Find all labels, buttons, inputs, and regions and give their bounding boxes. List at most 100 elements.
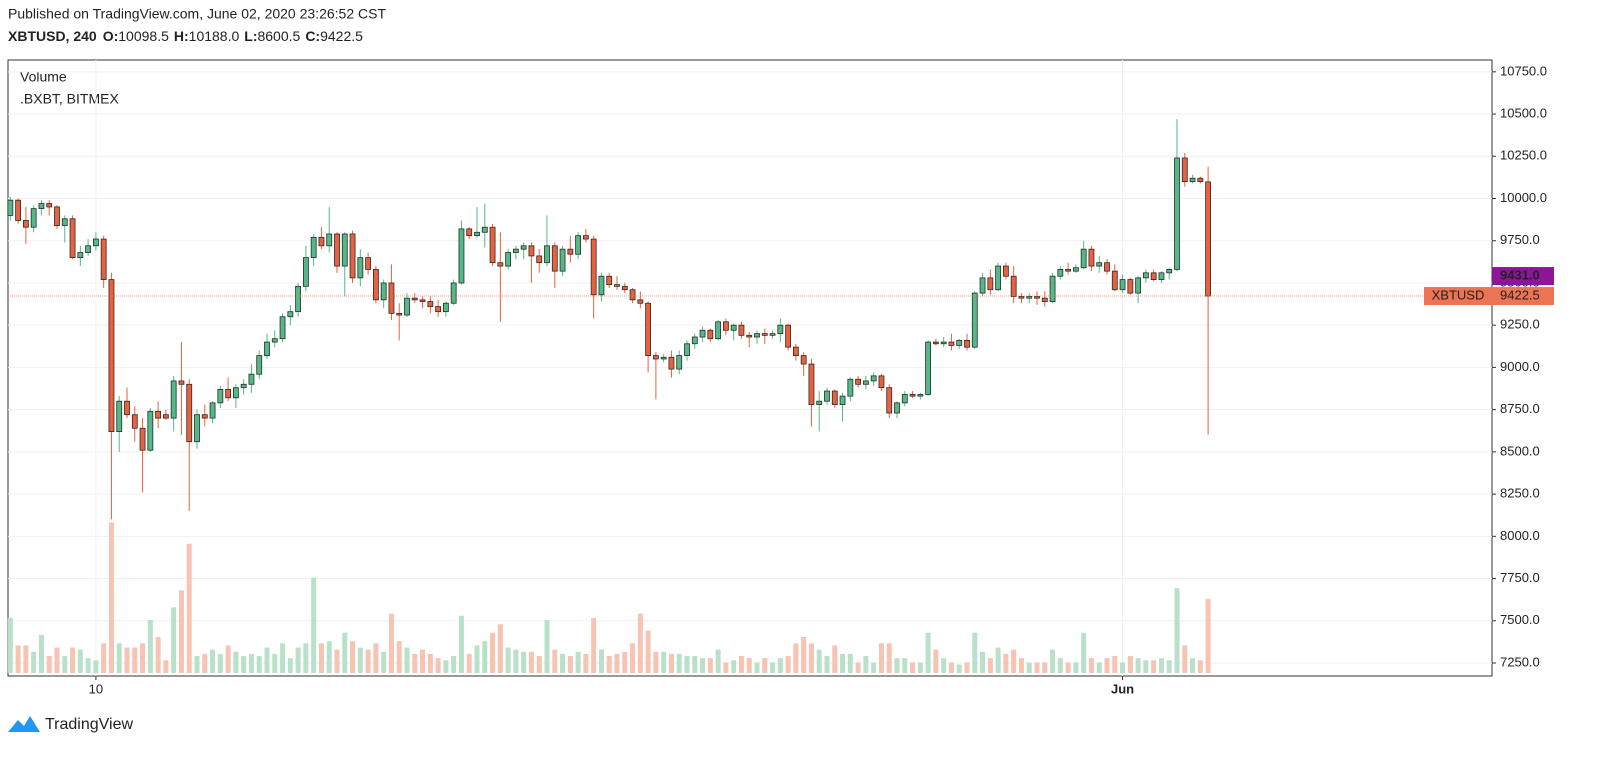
candle-body xyxy=(707,329,714,340)
volume-bar xyxy=(334,649,340,673)
volume-bar xyxy=(458,615,464,673)
candle-body xyxy=(925,341,932,395)
volume-bar xyxy=(832,645,838,673)
candle-body xyxy=(956,339,963,346)
candle-body xyxy=(808,363,815,405)
candle-body xyxy=(295,285,302,313)
price-tag-name: XBTUSD xyxy=(1432,287,1485,302)
volume-bar xyxy=(318,643,324,673)
candle-body xyxy=(404,297,410,316)
candle-body xyxy=(979,277,986,294)
volume-bar xyxy=(560,653,566,673)
volume-bar xyxy=(528,651,534,673)
candle-body xyxy=(1104,262,1110,272)
candle-body xyxy=(544,245,550,264)
volume-bar xyxy=(692,656,698,673)
volume-bar xyxy=(1158,658,1164,673)
volume-bar xyxy=(808,643,814,673)
candle-body xyxy=(668,356,675,370)
volume-bar xyxy=(622,651,628,673)
candle-body xyxy=(505,252,512,267)
candle-body xyxy=(1065,269,1072,272)
volume-bar xyxy=(287,658,293,673)
volume-bar xyxy=(715,649,721,673)
candle-body xyxy=(940,341,947,345)
volume-bar xyxy=(630,643,636,673)
candle-body xyxy=(302,257,309,287)
volume-bar xyxy=(653,651,659,673)
candle-body xyxy=(474,231,480,237)
volume-bar xyxy=(155,636,161,673)
candle-body xyxy=(559,248,566,272)
candle-body xyxy=(738,324,745,336)
candle-body xyxy=(54,206,60,226)
candle-body xyxy=(489,226,496,264)
y-tick-label: 10250.0 xyxy=(1500,148,1547,163)
volume-bar xyxy=(948,662,954,673)
candle-body xyxy=(427,301,434,308)
candle-body xyxy=(839,395,846,405)
volume-bar xyxy=(1018,658,1024,673)
volume-bar xyxy=(941,658,947,673)
ohlc-key: C: xyxy=(305,28,320,44)
candle-body xyxy=(1111,270,1118,291)
volume-bar xyxy=(31,651,37,673)
candle-body xyxy=(816,400,823,405)
volume-bar xyxy=(210,649,216,673)
candle-body xyxy=(1197,177,1204,183)
candle-body xyxy=(637,299,644,304)
volume-bar xyxy=(661,651,667,673)
y-tick-label: 7500.0 xyxy=(1500,612,1540,627)
candle-body xyxy=(754,333,760,338)
volume-bar xyxy=(202,653,208,673)
volume-bar xyxy=(77,649,83,673)
candle-body xyxy=(341,233,348,267)
candle-body xyxy=(1088,248,1095,267)
candle-body xyxy=(1049,275,1056,302)
volume-bar xyxy=(116,643,122,673)
volume-bar xyxy=(894,658,900,673)
volume-bar xyxy=(365,649,371,673)
x-tick-label: Jun xyxy=(1111,681,1134,696)
candle-body xyxy=(201,414,208,419)
candle-body xyxy=(38,203,45,210)
volume-bar xyxy=(513,649,519,673)
candles xyxy=(7,119,1212,520)
volume-bar xyxy=(591,617,597,673)
volume-bar xyxy=(256,656,262,673)
volume-bar xyxy=(925,632,931,673)
volume-bar xyxy=(1042,662,1048,673)
candle-body xyxy=(1142,272,1149,279)
candle-body xyxy=(466,228,473,237)
candle-body xyxy=(396,312,403,316)
volume-bar xyxy=(1182,645,1188,673)
candle-body xyxy=(909,394,916,397)
volume-bar xyxy=(614,653,620,673)
candle-body xyxy=(349,233,356,279)
volume-bar xyxy=(536,656,542,673)
candle-body xyxy=(684,343,690,356)
volume-bar xyxy=(404,647,410,673)
ohlc-value: 9422.5 xyxy=(320,28,363,44)
volume-bar xyxy=(1151,660,1157,673)
volume-bar xyxy=(1135,658,1141,673)
x-tick-label: 10 xyxy=(89,681,103,696)
volume-bar xyxy=(1065,662,1071,673)
candle-body xyxy=(7,199,14,216)
candle-body xyxy=(380,282,387,301)
candle-body xyxy=(551,245,558,272)
volume-bar xyxy=(863,656,869,673)
volume-bar xyxy=(241,656,247,673)
candle-body xyxy=(878,375,885,389)
y-tick-label: 8000.0 xyxy=(1500,528,1540,543)
candle-body xyxy=(1010,275,1017,297)
candle-body xyxy=(582,235,589,240)
volume-bar xyxy=(490,632,496,673)
volume-bar xyxy=(731,660,737,673)
volume-bar xyxy=(101,643,107,673)
volume-bar xyxy=(676,653,682,673)
candle-body xyxy=(155,410,162,419)
candle-body xyxy=(831,390,838,405)
